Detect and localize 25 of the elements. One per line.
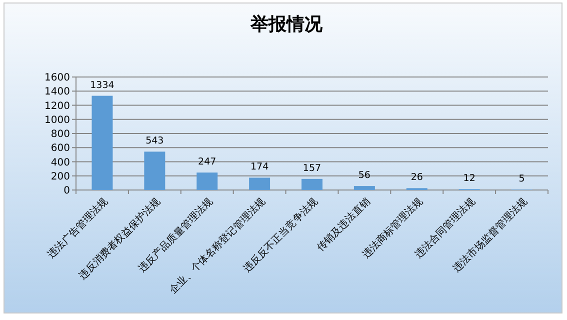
bar <box>249 178 270 190</box>
data-label: 26 <box>410 172 423 184</box>
data-label: 56 <box>358 170 370 182</box>
bar <box>92 96 113 190</box>
y-tick-label: 0 <box>64 186 70 196</box>
y-tick-label: 1600 <box>44 72 70 84</box>
y-tick-label: 400 <box>50 157 70 168</box>
bar <box>196 172 218 190</box>
y-tick-label: 1000 <box>44 114 70 126</box>
data-label: 543 <box>146 136 164 147</box>
data-label: 174 <box>250 162 269 173</box>
data-label: 1334 <box>90 80 114 91</box>
y-tick-label: 1400 <box>44 86 70 98</box>
data-label: 5 <box>518 174 525 185</box>
chart-title: 举报情况 <box>250 14 324 35</box>
data-label: 247 <box>198 156 216 168</box>
bar <box>302 178 322 190</box>
data-label: 12 <box>463 173 476 184</box>
y-tick-label: 800 <box>50 129 70 140</box>
bar <box>354 186 375 190</box>
bar <box>144 152 166 190</box>
data-label: 157 <box>302 162 322 174</box>
y-tick-label: 1200 <box>44 100 70 112</box>
y-tick-label: 200 <box>50 171 70 182</box>
y-tick-label: 600 <box>50 143 70 154</box>
